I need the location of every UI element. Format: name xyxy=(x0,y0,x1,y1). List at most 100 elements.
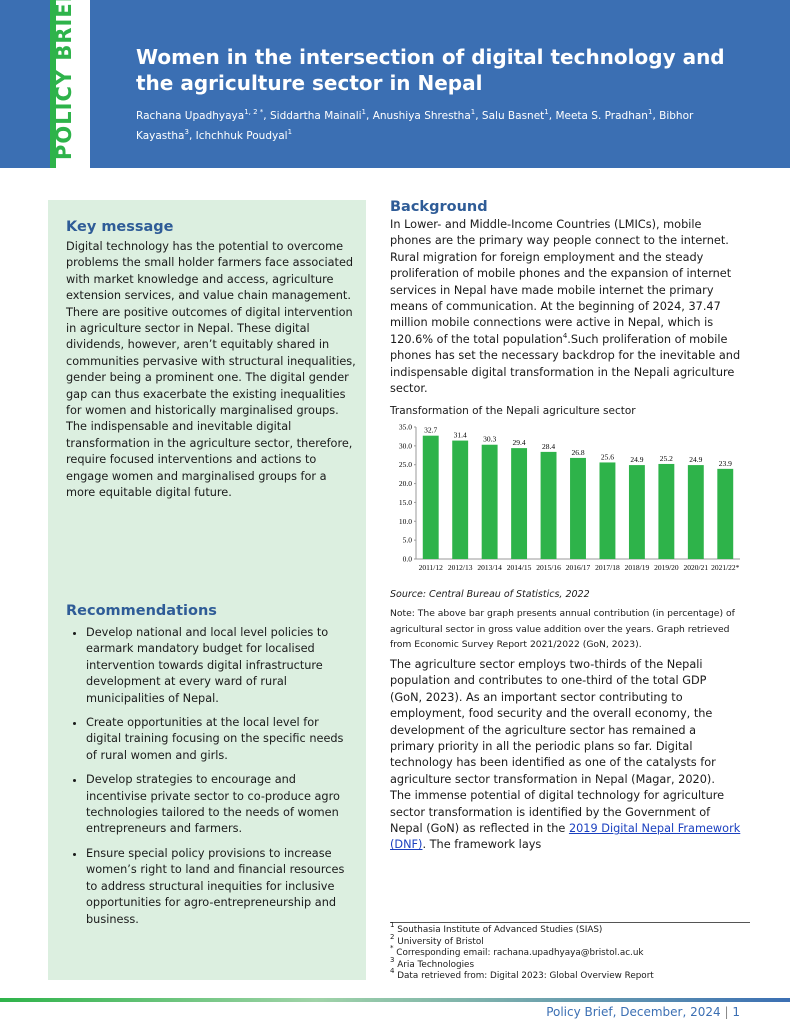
list-item: Develop strategies to encourage and ince… xyxy=(86,772,356,838)
y-tick-label: 35.0 xyxy=(399,423,412,432)
note: Note: The above bar graph presents annua… xyxy=(390,608,735,651)
paragraph: The immense potential of digital technol… xyxy=(390,788,742,854)
heading: Recommendations xyxy=(66,603,217,619)
affiliation: 1 xyxy=(287,128,293,136)
footnote-text: Aria Technologies xyxy=(397,959,475,970)
title: Women in the intersection of digital tec… xyxy=(136,45,725,95)
sidebar xyxy=(48,200,366,980)
label-strip xyxy=(50,0,90,168)
y-tick-label: 0.0 xyxy=(403,555,413,564)
footnote-mark: 2 xyxy=(390,932,395,941)
bar xyxy=(717,469,734,560)
paragraph: In Lower- and Middle-Income Countries (L… xyxy=(390,217,742,397)
list-item: Create opportunities at the local level … xyxy=(86,715,356,764)
text: . The framework lays xyxy=(422,838,542,852)
key-message: Key message Digital technology has the p… xyxy=(66,219,356,502)
author-name: Rachana Upadhyaya xyxy=(136,110,245,122)
value-label: 24.9 xyxy=(630,456,643,465)
y-tick-label: 15.0 xyxy=(399,498,412,507)
value-label: 30.3 xyxy=(483,435,496,444)
list: Develop national and local level policie… xyxy=(66,625,356,928)
bar xyxy=(687,465,704,560)
text: The immense potential of digital technol… xyxy=(390,789,725,836)
y-tick-label: 5.0 xyxy=(403,536,413,545)
footer-text: Policy Brief, December, 2024 xyxy=(546,1005,721,1019)
footnote: 1 Southasia Institute of Advanced Studie… xyxy=(390,922,750,937)
footnote-text: Data retrieved from: Digital 2023: Globa… xyxy=(397,971,654,981)
bar xyxy=(599,462,616,560)
value-label: 28.4 xyxy=(542,442,555,451)
value-label: 31.4 xyxy=(454,431,467,440)
affiliation: 1 xyxy=(470,108,476,116)
text: In Lower- and Middle-Income Countries (L… xyxy=(390,218,732,346)
x-tick-label: 2021/22* xyxy=(711,563,740,572)
header-band xyxy=(0,0,790,168)
authors: Rachana Upadhyaya1, 2 *, Siddartha Maina… xyxy=(136,108,694,143)
paragraph: Digital technology has the potential to … xyxy=(66,240,356,500)
footnote-mark: 4 xyxy=(390,967,395,975)
affiliation: 1 xyxy=(647,108,653,116)
affiliation: 1 xyxy=(544,108,549,116)
x-tick-label: 2020/21 xyxy=(684,563,709,572)
bar xyxy=(422,436,439,560)
text: .Such proliferation of mobile phones has… xyxy=(390,332,741,396)
list-item: Ensure special policy provisions to incr… xyxy=(86,846,356,928)
y-tick-label: 20.0 xyxy=(399,480,412,489)
footnote-text: Southasia Institute of Advanced Studies … xyxy=(397,925,603,935)
paragraph: The agriculture sector employs two-third… xyxy=(390,657,716,786)
link[interactable]: 2019 Digital Nepal Framework (DNF) xyxy=(390,822,741,852)
chart-title: Transformation of the Nepali agriculture… xyxy=(390,405,636,418)
value-label: 32.7 xyxy=(424,426,437,435)
author-name: Meeta S. Pradhan xyxy=(555,110,648,122)
footnotes: 1 Southasia Institute of Advanced Studie… xyxy=(390,922,750,983)
x-tick-label: 2013/14 xyxy=(477,563,502,572)
footnote: 2 University of Bristol xyxy=(390,933,750,949)
y-tick-label: 30.0 xyxy=(399,442,412,451)
x-tick-label: 2011/12 xyxy=(419,563,444,572)
affiliation: 1 xyxy=(361,108,366,116)
value-label: 24.9 xyxy=(689,456,702,465)
footnote-mark: 3 xyxy=(390,955,395,964)
footnote-text: University of Bristol xyxy=(397,936,484,947)
main-column: Background In Lower- and Middle-Income C… xyxy=(390,199,742,854)
bar xyxy=(452,441,469,560)
footer: Policy Brief, December, 2024 | 1 xyxy=(546,1005,740,1019)
bar xyxy=(511,448,528,560)
label: POLICY BRIEF xyxy=(52,0,76,160)
author-name: Salu Basnet xyxy=(481,110,545,122)
superscript: 4 xyxy=(562,331,568,340)
x-tick-label: 2012/13 xyxy=(448,563,473,572)
bar xyxy=(540,452,557,560)
author-name: Siddartha Mainali xyxy=(269,110,362,122)
value-label: 23.9 xyxy=(719,459,732,468)
value-label: 26.8 xyxy=(571,448,584,457)
bar xyxy=(570,458,586,560)
x-tick-label: 2019/20 xyxy=(654,563,679,572)
x-tick-label: 2014/15 xyxy=(507,563,532,572)
footnote-text: Corresponding email: rachana.upadhyaya@b… xyxy=(396,948,644,958)
author-name: Ichchhuk Poudyal xyxy=(195,130,288,142)
recommendations: Recommendations Develop national and loc… xyxy=(66,603,356,936)
heading: Background xyxy=(390,199,488,215)
bar xyxy=(481,445,498,560)
author-name: Anushiya Shrestha xyxy=(372,110,471,122)
bar xyxy=(658,464,675,560)
x-tick-label: 2018/19 xyxy=(625,563,650,572)
footer-bar xyxy=(0,998,790,1002)
chart: 0.0 5.0 10.0 15.0 20.0 25.0 30.0 35.0 2011/12 32.… xyxy=(399,423,740,572)
footnote-mark: 1 xyxy=(390,921,395,929)
page-number: 1 xyxy=(732,1005,740,1019)
affiliation: 1, 2 * xyxy=(244,108,264,116)
list-item: Develop national and local level policie… xyxy=(86,625,356,707)
value-label: 25.6 xyxy=(601,453,614,462)
footnote: 3 Aria Technologies xyxy=(390,956,750,972)
x-tick-label: 2016/17 xyxy=(566,563,591,572)
footnote: 4 Data retrieved from: Digital 2023: Glo… xyxy=(390,968,750,983)
bar xyxy=(628,465,645,560)
y-tick-label: 10.0 xyxy=(399,517,412,526)
affiliation: 3 xyxy=(184,128,189,136)
x-tick-label: 2015/16 xyxy=(536,563,561,572)
value-label: 25.2 xyxy=(660,454,673,463)
